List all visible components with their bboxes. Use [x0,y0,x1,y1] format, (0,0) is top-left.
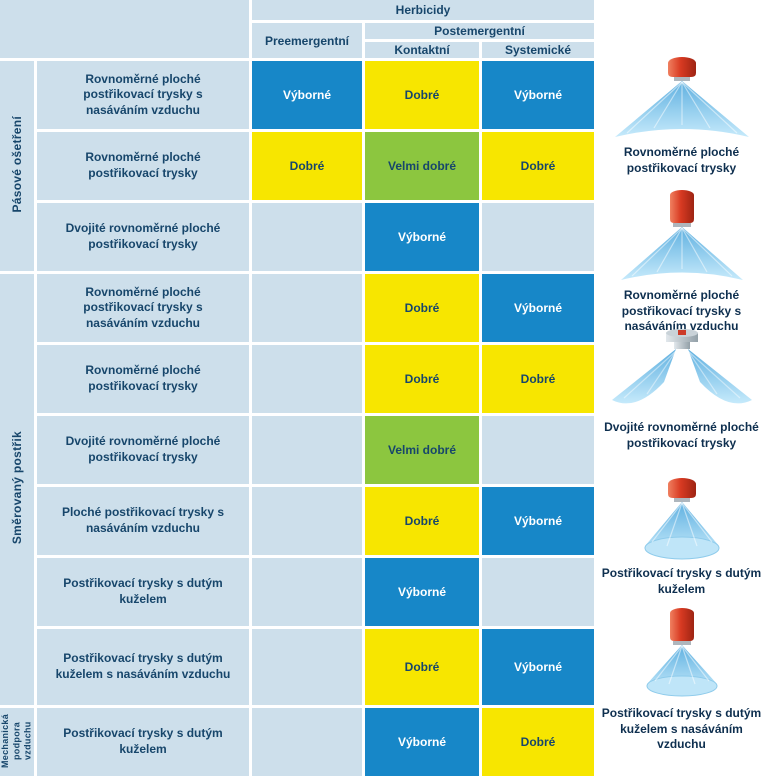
row-group-pasove-osetreni: Pásové ošetření [0,61,34,271]
air-induction-flat-fan-nozzle-icon [620,190,743,280]
column-header-postemergentni: Postemergentní [365,23,594,39]
rating-cell: Dobré [482,132,594,200]
row-label: Rovnoměrné ploché postřikovací trysky [37,132,249,200]
table-row: Mechanická podpora vzduchu Postřikovací … [0,708,594,776]
table-row: Směrovaný postřik Rovnoměrné ploché post… [0,274,594,705]
row-label: Postřikovací trysky s dutým kuželem [37,558,249,626]
legend-figure: Postřikovací trysky s dutým kuželem [598,476,765,597]
double-flat-fan-nozzle-icon [611,329,752,404]
legend-figure: Postřikovací trysky s dutým kuželem s na… [598,606,765,753]
legend-caption: Rovnoměrné ploché postřikovací trysky s … [621,288,742,334]
rating-cell [252,274,362,342]
table-row: Postřikovací trysky s dutým kuželem Výbo… [0,558,594,626]
table-row: Rovnoměrné ploché postřikovací trysky Do… [0,345,594,413]
row-group-label: Mechanická podpora vzduchu [0,713,33,768]
table-row: Rovnoměrné ploché postřikovací trysky Do… [0,132,594,200]
rating-cell: Velmi dobré [365,132,479,200]
rating-cell [252,345,362,413]
rating-cell: Velmi dobré [365,416,479,484]
table-row: Ploché postřikovací trysky s nasáváním v… [0,487,594,555]
rating-cell: Výborné [365,708,479,776]
legend-caption: Dvojité rovnoměrné ploché postřikovací t… [604,420,759,450]
rating-cell: Výborné [482,61,594,129]
table-row: Dvojité rovnoměrné ploché postřikovací t… [0,416,594,484]
row-label: Rovnoměrné ploché postřikovací trysky s … [37,61,249,129]
rating-cell [252,203,362,271]
rating-cell: Dobré [365,487,479,555]
rating-cell: Dobré [365,345,479,413]
rating-cell: Dobré [365,274,479,342]
rating-cell: Dobré [252,132,362,200]
legend-figure: Dvojité rovnoměrné ploché postřikovací t… [598,328,765,451]
row-group-smerovany-postrik: Směrovaný postřik [0,274,34,705]
rating-cell: Výborné [482,629,594,705]
table-header-row: Preemergentní Postemergentní [0,23,594,58]
rating-cell: Výborné [365,558,479,626]
row-group-mechanicka-podpora-vzduchu: Mechanická podpora vzduchu [0,708,34,776]
row-label: Rovnoměrné ploché postřikovací trysky s … [37,274,249,342]
row-label: Postřikovací trysky s dutým kuželem [37,708,249,776]
column-header-preemergentni: Preemergentní [252,23,362,58]
table-row: Pásové ošetření Rovnoměrné ploché postři… [0,61,594,271]
row-label: Dvojité rovnoměrné ploché postřikovací t… [37,416,249,484]
table-header-row: Kontaktní Systemické [0,42,594,58]
rating-cell: Dobré [365,629,479,705]
rating-cell: Dobré [482,708,594,776]
nozzle-legend-panel: Rovnoměrné ploché postřikovací trysky Ro… [598,0,765,777]
table-row: Postřikovací trysky s dutým kuželem s na… [0,629,594,705]
rating-cell [252,708,362,776]
flat-fan-nozzle-icon [614,57,749,137]
legend-caption: Postřikovací trysky s dutým kuželem s na… [601,706,762,752]
rating-cell [252,416,362,484]
rating-cell [482,416,594,484]
air-induction-hollow-cone-nozzle-icon [646,608,717,697]
row-label: Ploché postřikovací trysky s nasáváním v… [37,487,249,555]
legend-caption: Postřikovací trysky s dutým kuželem [601,566,762,596]
rating-cell: Výborné [365,203,479,271]
row-group-label: Směrovaný postřik [10,431,24,545]
rating-cell [252,487,362,555]
row-label: Postřikovací trysky s dutým kuželem s na… [37,629,249,705]
row-label: Rovnoměrné ploché postřikovací trysky [37,345,249,413]
hollow-cone-nozzle-icon [644,478,719,560]
legend-caption: Rovnoměrné ploché postřikovací trysky [623,145,740,175]
row-group-label: Pásové ošetření [10,116,24,213]
column-header-herbicidy: Herbicidy [252,0,594,20]
rating-cell [252,558,362,626]
rating-cell [482,558,594,626]
column-header-kontaktni: Kontaktní [365,42,479,58]
rating-cell: Výborné [482,274,594,342]
table-header-row: Herbicidy [0,0,594,58]
rating-cell [252,629,362,705]
rating-cell: Výborné [252,61,362,129]
table-corner-blank [0,0,249,58]
legend-figure: Rovnoměrné ploché postřikovací trysky [598,55,765,176]
rating-cell: Dobré [482,345,594,413]
rating-cell: Dobré [365,61,479,129]
rating-cell: Výborné [482,487,594,555]
table-row: Dvojité rovnoměrné ploché postřikovací t… [0,203,594,271]
column-header-systemicke: Systemické [482,42,594,58]
rating-cell [482,203,594,271]
legend-figure: Rovnoměrné ploché postřikovací trysky s … [598,188,765,335]
row-label: Dvojité rovnoměrné ploché postřikovací t… [37,203,249,271]
nozzle-suitability-table: Herbicidy Preemergentní Postemergentní K… [0,0,594,776]
